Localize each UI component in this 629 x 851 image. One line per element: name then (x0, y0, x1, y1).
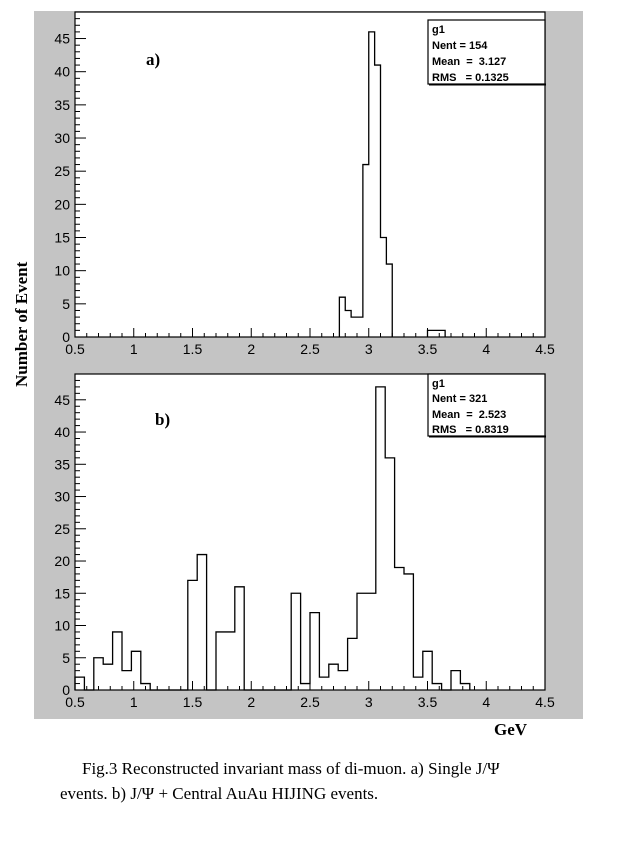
x-tick-label: 3.5 (418, 341, 438, 357)
y-tick-label: 45 (54, 31, 70, 47)
y-tick-label: 10 (54, 263, 70, 279)
stats-mean-b: Mean = 2.523 (432, 409, 506, 421)
y-tick-label: 20 (54, 196, 70, 212)
stats-box-frame-a (427, 19, 546, 85)
y-tick-label: 10 (54, 618, 70, 634)
stats-box-frame-b (427, 373, 546, 437)
y-tick-label: 5 (62, 650, 70, 666)
histogram-line-a (338, 31, 446, 337)
y-tick-label: 20 (54, 553, 70, 569)
x-tick-label: 4 (482, 341, 490, 357)
x-tick-label: 2 (247, 694, 255, 710)
x-tick-label: 1 (130, 341, 138, 357)
y-tick-marks-b: 0 5 10 15 20 25 30 35 40 45 (54, 373, 86, 698)
histogram-line-b (74, 386, 471, 691)
x-tick-label: 2.5 (300, 694, 320, 710)
y-tick-label: 30 (54, 130, 70, 146)
y-tick-label: 45 (54, 392, 70, 408)
y-tick-label: 25 (54, 163, 70, 179)
y-tick-marks-a: 0 5 10 15 20 25 30 35 40 45 (54, 11, 86, 345)
y-tick-label: 15 (54, 230, 70, 246)
y-tick-label: 15 (54, 585, 70, 601)
histogram-a: 0.5 1 1.5 2 2.5 3 3.5 4 4.5 0 5 10 15 20 25 30 35 40 45 a… (54, 11, 555, 357)
stats-name-a: g1 (432, 24, 445, 36)
stats-rms-b: RMS = 0.8319 (432, 424, 509, 436)
y-tick-label: 40 (54, 64, 70, 80)
x-tick-label: 3 (365, 341, 373, 357)
x-tick-label: 3.5 (418, 694, 438, 710)
stats-entries-a: Nent = 154 (432, 40, 488, 52)
stats-rms-a: RMS = 0.1325 (432, 72, 509, 84)
x-tick-label: 3 (365, 694, 373, 710)
x-tick-label: 0.5 (65, 694, 85, 710)
y-tick-label: 30 (54, 489, 70, 505)
y-tick-label: 25 (54, 521, 70, 537)
histogram-b: 0.5 1 1.5 2 2.5 3 3.5 4 4.5 0 5 10 15 20 25 30 35 40 45 b… (54, 373, 555, 710)
stats-name-b: g1 (432, 378, 445, 390)
panel-label-a: a) (146, 50, 160, 69)
x-tick-label: 1.5 (183, 694, 203, 710)
y-tick-label: 0 (62, 329, 70, 345)
x-tick-label: 4 (482, 694, 490, 710)
y-tick-label: 35 (54, 456, 70, 472)
caption-line-1: Fig.3 Reconstructed invariant mass of di… (82, 759, 500, 778)
y-tick-label: 5 (62, 296, 70, 312)
stats-mean-a: Mean = 3.127 (432, 56, 506, 68)
panel-label-b: b) (155, 410, 170, 429)
x-tick-label: 1 (130, 694, 138, 710)
y-tick-label: 40 (54, 424, 70, 440)
figure-caption: Fig.3 Reconstructed invariant mass of di… (60, 756, 600, 806)
stats-box-b: g1 Nent = 321 Mean = 2.523 RMS = 0.8319 (427, 373, 546, 438)
x-tick-label: 2 (247, 341, 255, 357)
x-tick-label: 4.5 (535, 341, 555, 357)
y-axis-title: Number of Event (12, 261, 31, 387)
x-tick-marks-a: 0.5 1 1.5 2 2.5 3 3.5 4 4.5 (65, 328, 555, 357)
stats-entries-b: Nent = 321 (432, 393, 487, 405)
y-tick-label: 35 (54, 97, 70, 113)
y-tick-label: 0 (62, 682, 70, 698)
x-tick-label: 0.5 (65, 341, 85, 357)
x-tick-label: 2.5 (300, 341, 320, 357)
x-tick-label: 1.5 (183, 341, 203, 357)
caption-line-2: events. b) J/Ψ + Central AuAu HIJING eve… (60, 784, 379, 803)
x-tick-label: 4.5 (535, 694, 555, 710)
x-axis-title: GeV (494, 720, 528, 739)
stats-box-a: g1 Nent = 154 Mean = 3.127 RMS = 0.1325 (427, 19, 546, 86)
